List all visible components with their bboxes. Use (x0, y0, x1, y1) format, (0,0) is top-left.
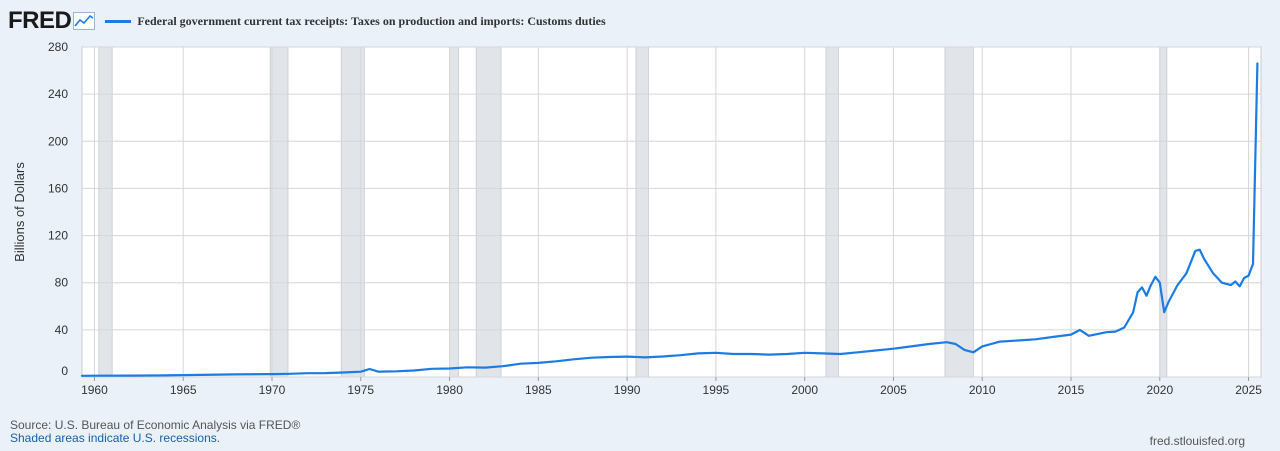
x-tick-label: 2000 (791, 383, 818, 397)
series-lines (80, 62, 1259, 377)
recession-band (825, 46, 839, 378)
y-tick-label: 200 (48, 134, 68, 148)
y-tick-label: 160 (48, 181, 68, 195)
x-tick-label: 1975 (347, 383, 374, 397)
y-axis-label: Billions of Dollars (12, 162, 27, 262)
y-tick-label: 40 (55, 323, 69, 337)
y-tick-label: 280 (48, 40, 68, 54)
recession-band (944, 46, 974, 378)
legend-swatch (105, 19, 132, 23)
x-axis-ticks: 1960 1965 1970 1975 1980 1985 1990 1995 2000 2005… (81, 377, 1262, 397)
y-tick-label: 80 (55, 276, 69, 290)
recession-band (269, 46, 289, 378)
source-text: Source: U.S. Bureau of Economic Analysis… (10, 418, 301, 432)
recession-band (475, 46, 502, 378)
recession-note[interactable]: Shaded areas indicate U.S. recessions. (10, 431, 221, 445)
x-tick-label: 1985 (525, 383, 552, 397)
x-tick-label: 2005 (880, 383, 907, 397)
x-tick-label: 1995 (703, 383, 730, 397)
x-tick-label: 1970 (259, 383, 286, 397)
y-tick-label: 120 (48, 229, 68, 243)
x-tick-label: 2025 (1235, 383, 1262, 397)
recession-shading (98, 46, 1168, 378)
fred-logo[interactable]: FRED (8, 7, 72, 34)
x-tick-label: 1960 (81, 383, 108, 397)
x-tick-label: 1965 (170, 383, 197, 397)
y-axis-ticks: 0 40 80 120 160 200 240 280 (48, 40, 68, 378)
chart-footer: Source: U.S. Bureau of Economic Analysis… (10, 419, 300, 445)
recession-band (98, 46, 113, 378)
series-line (80, 62, 1259, 377)
recession-band (1159, 46, 1168, 378)
gridlines (82, 46, 1261, 378)
chart-line-icon (73, 12, 96, 30)
x-tick-label: 2010 (969, 383, 996, 397)
x-tick-label: 1980 (436, 383, 463, 397)
recession-band (449, 46, 459, 378)
x-tick-label: 2020 (1146, 383, 1173, 397)
x-tick-label: 1990 (614, 383, 641, 397)
plot-area (81, 46, 1262, 378)
x-tick-label: 2015 (1058, 383, 1085, 397)
fred-url[interactable]: fred.stlouisfed.org (1149, 434, 1245, 448)
chart-header: FRED Federal government current tax rece… (8, 6, 606, 36)
recession-band (635, 46, 649, 378)
legend-series-title: Federal government current tax receipts:… (137, 13, 606, 28)
y-tick-label: 0 (61, 364, 68, 378)
y-tick-label: 240 (48, 87, 68, 101)
